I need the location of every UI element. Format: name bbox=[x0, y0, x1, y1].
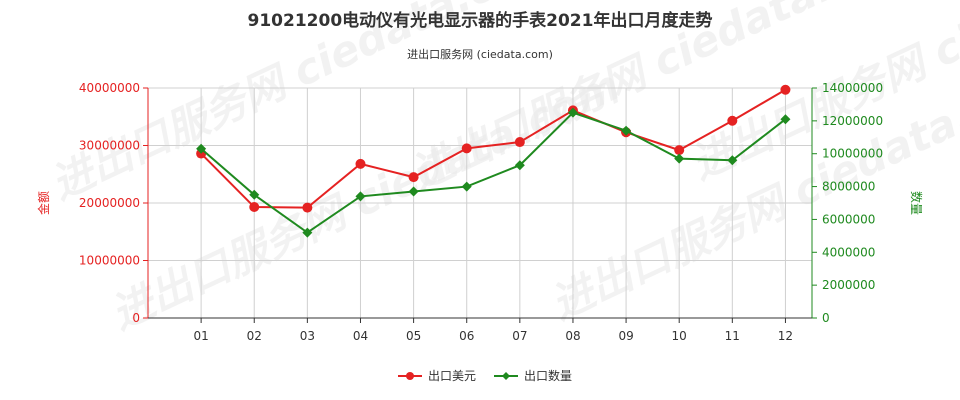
data-point bbox=[461, 143, 472, 154]
right-tick-label: 8000000 bbox=[822, 180, 875, 194]
legend-marker bbox=[502, 372, 510, 380]
left-tick-label: 30000000 bbox=[79, 139, 140, 153]
data-point bbox=[408, 172, 419, 183]
data-point bbox=[674, 145, 685, 156]
data-point bbox=[461, 181, 472, 192]
left-tick-label: 10000000 bbox=[79, 254, 140, 268]
data-point bbox=[408, 186, 419, 197]
data-point bbox=[355, 158, 366, 169]
data-point bbox=[780, 114, 791, 125]
data-point bbox=[621, 125, 632, 136]
data-point bbox=[514, 160, 525, 171]
grid bbox=[148, 87, 812, 319]
data-point bbox=[567, 107, 578, 118]
left-tick-label: 40000000 bbox=[79, 81, 140, 95]
right-tick-label: 10000000 bbox=[822, 147, 883, 161]
left-tick-label: 20000000 bbox=[79, 196, 140, 210]
series-line bbox=[200, 111, 787, 234]
x-tick-label: 12 bbox=[778, 329, 793, 343]
x-tick-label: 09 bbox=[618, 329, 633, 343]
data-point bbox=[355, 191, 366, 202]
x-tick-label: 01 bbox=[193, 329, 208, 343]
x-tick-label: 04 bbox=[353, 329, 368, 343]
data-point bbox=[249, 189, 260, 200]
x-axis-ticks: 01 02 03 04 05 06 07 08 09 10 11 12 bbox=[193, 318, 793, 343]
right-tick-label: 14000000 bbox=[822, 81, 883, 95]
right-axis-ticks: 0 2000000 4000000 6000000 8000000 10000000 120… bbox=[812, 81, 883, 325]
right-tick-label: 2000000 bbox=[822, 278, 875, 292]
x-tick-label: 03 bbox=[300, 329, 315, 343]
right-tick-label: 4000000 bbox=[822, 245, 875, 259]
x-tick-label: 11 bbox=[725, 329, 740, 343]
left-axis-title: 金额 bbox=[36, 191, 51, 215]
x-tick-label: 02 bbox=[247, 329, 262, 343]
right-axis-title: 数量 bbox=[909, 191, 924, 215]
x-tick-label: 10 bbox=[672, 329, 687, 343]
data-point bbox=[674, 153, 685, 164]
x-tick-label: 06 bbox=[459, 329, 474, 343]
legend-item[interactable]: 出口数量 bbox=[494, 368, 572, 383]
legend-item[interactable]: 出口美元 bbox=[398, 369, 476, 383]
left-axis-ticks: 0 10000000 20000000 30000000 40000000 bbox=[79, 81, 148, 325]
x-tick-label: 07 bbox=[512, 329, 527, 343]
data-point bbox=[249, 202, 260, 213]
data-point bbox=[780, 84, 791, 95]
right-tick-label: 0 bbox=[822, 311, 830, 325]
data-point bbox=[727, 155, 738, 166]
right-tick-label: 6000000 bbox=[822, 212, 875, 226]
series-2 bbox=[196, 107, 791, 238]
series-layer bbox=[196, 84, 791, 238]
chart-subtitle: 进出口服务网 (ciedata.com) bbox=[407, 47, 553, 61]
legend-marker bbox=[406, 372, 414, 380]
x-tick-label: 08 bbox=[565, 329, 580, 343]
chart-title: 91021200电动仪有光电显示器的手表2021年出口月度走势 bbox=[248, 10, 713, 31]
data-point bbox=[727, 115, 738, 126]
legend-label: 出口数量 bbox=[524, 368, 572, 383]
left-tick-label: 0 bbox=[132, 311, 140, 325]
data-point bbox=[196, 143, 207, 154]
data-point bbox=[302, 202, 313, 213]
x-tick-label: 05 bbox=[406, 329, 421, 343]
legend[interactable]: 出口美元 出口数量 bbox=[398, 368, 572, 383]
data-point bbox=[514, 137, 525, 148]
legend-label: 出口美元 bbox=[428, 369, 476, 383]
right-tick-label: 12000000 bbox=[822, 114, 883, 128]
series-line bbox=[200, 88, 786, 209]
data-point bbox=[302, 227, 313, 238]
